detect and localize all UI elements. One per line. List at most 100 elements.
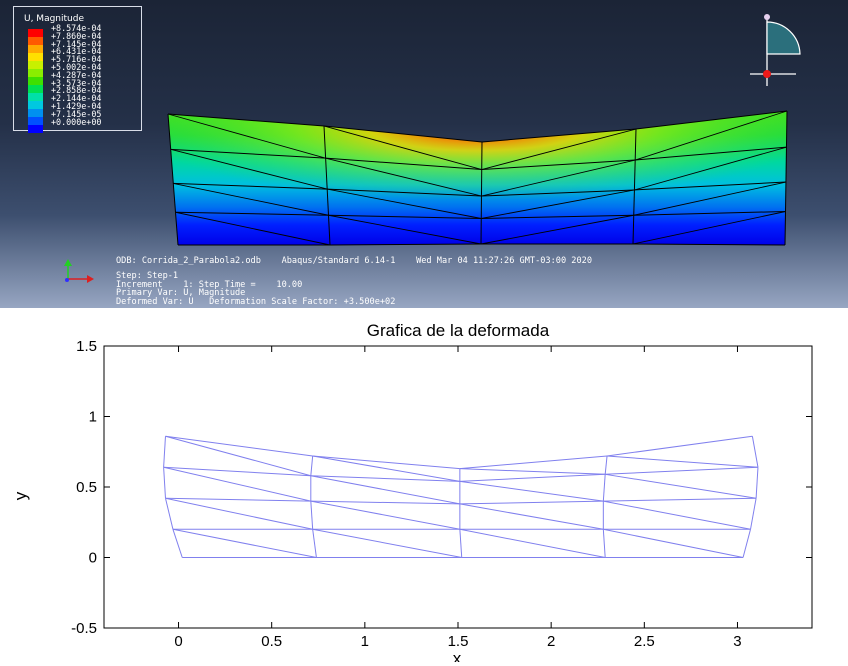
- legend-swatch: [28, 117, 43, 126]
- increment-line: Increment 1: Step Time = 10.00: [116, 279, 303, 290]
- mesh-line: [607, 455, 759, 468]
- mesh-line: [310, 455, 314, 476]
- primary-var-line: Primary Var: U, Magnitude: [116, 288, 246, 299]
- matplotlib-figure: Grafica de la deformada 1.5 1 0.5 0 -0.5 0 0.…: [0, 308, 848, 666]
- y-tick-label: 1: [89, 409, 97, 426]
- legend-swatch: [28, 53, 43, 62]
- legend-value: +2.858e-04: [51, 85, 102, 96]
- y-axis-label: y: [11, 491, 30, 500]
- mesh-line: [310, 475, 460, 505]
- contour-legend: U, Magnitude +8.574e-04 +7.860e-04 +7.145e…: [13, 6, 142, 134]
- triad-overlays: [64, 14, 801, 283]
- coordinate-triad: [64, 259, 94, 283]
- legend-value: +3.573e-04: [51, 77, 102, 88]
- mesh-line: [165, 497, 313, 530]
- mesh-line: [604, 455, 608, 475]
- mesh-line: [459, 500, 604, 505]
- deformed-shape-plot: Grafica de la deformada 1.5 1 0.5 0 -0.5 0 0.…: [11, 321, 813, 666]
- plot-title: Grafica de la deformada: [367, 321, 550, 340]
- legend-value: +4.287e-04: [51, 69, 102, 80]
- y-tick-label: 0.5: [76, 479, 97, 496]
- mesh-line: [751, 436, 759, 468]
- legend-swatch: [28, 61, 43, 70]
- legend-value: +6.431e-04: [51, 46, 102, 57]
- view-orientation-icon: [750, 14, 801, 86]
- mesh-line: [310, 475, 460, 482]
- mesh-line: [459, 455, 608, 470]
- abaqus-viewport[interactable]: U, Magnitude +8.574e-04 +7.860e-04 +7.145e…: [0, 0, 848, 308]
- legend-value: +2.144e-04: [51, 93, 102, 104]
- mesh-line: [172, 529, 183, 558]
- x-tick-labels: 0 0.5 1 1.5 2 2.5 3: [174, 633, 741, 650]
- x-tick-label: 0: [174, 633, 182, 650]
- mesh-line: [312, 529, 317, 558]
- x-tick-label: 1: [361, 633, 369, 650]
- orientation-origin-dot: [763, 70, 771, 78]
- deformed-var-line: Deformed Var: U Deformation Scale Factor…: [116, 296, 396, 307]
- legend-swatch: [28, 85, 43, 94]
- legend-swatch: [28, 69, 43, 78]
- step-line: Step: Step-1: [116, 271, 179, 281]
- mesh-line: [459, 480, 604, 502]
- mesh-line: [605, 466, 758, 475]
- mesh-line: [310, 500, 460, 530]
- mesh-line: [755, 467, 759, 499]
- y-tick-label: 1.5: [76, 338, 97, 355]
- x-tick-label: 2: [547, 633, 555, 650]
- y-tick-label: 0: [89, 550, 97, 567]
- mesh-line: [310, 500, 460, 505]
- legend-swatch: [28, 93, 43, 102]
- mesh-line: [165, 435, 313, 457]
- legend-value: +7.145e-05: [51, 108, 102, 119]
- legend-value: +1.429e-04: [51, 101, 102, 111]
- x-tick-label: 0.5: [261, 633, 282, 650]
- mesh-line: [164, 498, 174, 530]
- axes-frame: [103, 345, 813, 629]
- mesh-line: [602, 529, 606, 558]
- legend-swatch: [28, 45, 43, 54]
- mesh-line: [165, 497, 311, 502]
- x-axis-label: x: [453, 649, 462, 662]
- mesh-line: [163, 436, 166, 468]
- y-tick-labels: 1.5 1 0.5 0 -0.5: [71, 338, 97, 637]
- mesh-line: [459, 503, 604, 530]
- mesh-line: [312, 455, 460, 470]
- mesh-line: [605, 473, 757, 499]
- mesh-line: [312, 455, 460, 482]
- mesh-line: [310, 501, 314, 530]
- mesh-line: [459, 529, 463, 558]
- mesh-line: [163, 466, 311, 502]
- legend-swatch: [28, 29, 43, 38]
- mesh-line: [742, 529, 751, 558]
- mesh-line: [172, 528, 317, 558]
- mesh-line: [603, 500, 751, 530]
- mesh-line: [459, 468, 606, 475]
- mesh-line: [603, 497, 757, 502]
- legend-value: +5.716e-04: [51, 54, 102, 65]
- step-info-block: Step: Step-1 Increment 1: Step Time = 10.…: [116, 272, 395, 306]
- legend-value: +7.145e-04: [51, 38, 102, 49]
- mesh-line: [459, 473, 606, 482]
- x-tick-label: 1.5: [448, 633, 469, 650]
- legend-value: +0.000e+00: [51, 116, 102, 127]
- x-tick-label: 3: [733, 633, 741, 650]
- legend-color-bar: [28, 29, 43, 134]
- deformed-mesh-contour: [167, 110, 788, 246]
- mesh-line: [459, 528, 606, 558]
- legend-swatch: [28, 125, 43, 134]
- legend-swatch: [28, 101, 43, 110]
- mesh-lines: [163, 435, 759, 558]
- odb-info-line: ODB: Corrida_2_Parabola2.odb Abaqus/Stan…: [116, 256, 592, 266]
- mesh-line: [750, 498, 757, 530]
- legend-value: +8.574e-04: [51, 23, 102, 33]
- legend-swatch: [28, 77, 43, 86]
- mesh-line: [163, 466, 311, 477]
- y-tick-label: -0.5: [71, 620, 97, 637]
- mesh-line: [602, 474, 606, 502]
- legend-value: +5.002e-04: [51, 62, 102, 72]
- mesh-line: [606, 435, 753, 457]
- legend-swatch: [28, 37, 43, 46]
- mesh-line: [165, 435, 311, 477]
- mesh-line: [163, 467, 166, 499]
- legend-swatch: [28, 109, 43, 118]
